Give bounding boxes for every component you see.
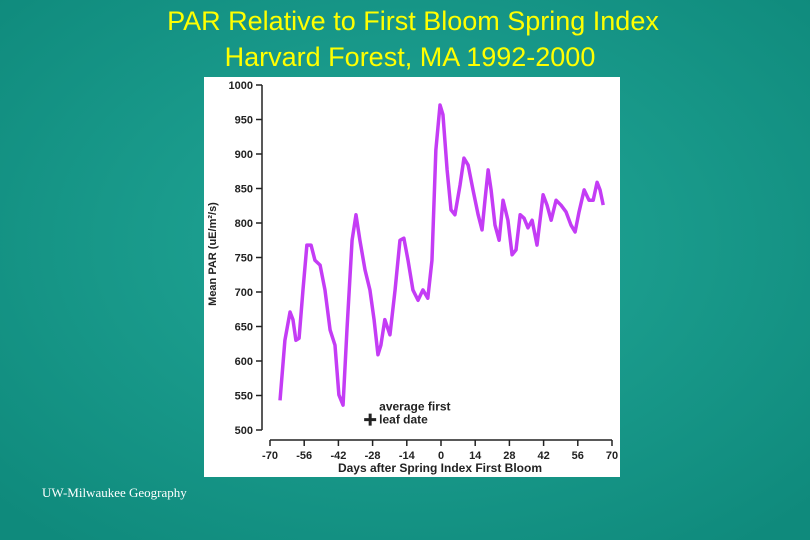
- x-tick-label: 70: [606, 450, 618, 462]
- y-tick-label: 600: [235, 356, 253, 368]
- leaf-date-marker: [364, 413, 377, 426]
- x-tick-label: -14: [399, 450, 416, 462]
- y-tick-label: 900: [235, 149, 253, 161]
- subtitle: Harvard Forest, MA 1992-2000: [225, 42, 596, 72]
- x-tick-label: -56: [296, 450, 312, 462]
- y-tick-label: 650: [235, 322, 253, 334]
- y-tick-label: 800: [235, 218, 253, 230]
- data-line: [278, 103, 605, 407]
- y-tick-label: 1000: [229, 80, 253, 92]
- y-tick-label: 550: [235, 391, 253, 403]
- x-tick-label: 0: [438, 450, 444, 462]
- x-tick-label: 42: [537, 450, 549, 462]
- x-tick-label: 28: [503, 450, 515, 462]
- title: PAR Relative to First Bloom Spring Index: [167, 6, 659, 36]
- x-tick-label: 56: [572, 450, 584, 462]
- y-tick-label: 950: [235, 115, 253, 127]
- source: UW-Milwaukee Geography: [42, 485, 187, 500]
- x-tick-label: 14: [469, 450, 482, 462]
- y-tick-label: 700: [235, 287, 253, 299]
- y-tick-label: 500: [235, 425, 253, 437]
- annotation-text: average first: [379, 400, 450, 414]
- y-axis-label: Mean PAR (uE/m²/s): [207, 202, 219, 306]
- y-tick-label: 850: [235, 184, 253, 196]
- annotation-text: leaf date: [379, 413, 428, 427]
- x-tick-label: -42: [330, 450, 346, 462]
- y-tick-label: 750: [235, 253, 253, 265]
- x-axis-label: Days after Spring Index First Bloom: [338, 461, 542, 475]
- x-tick-label: -28: [365, 450, 381, 462]
- x-tick-label: -70: [262, 450, 278, 462]
